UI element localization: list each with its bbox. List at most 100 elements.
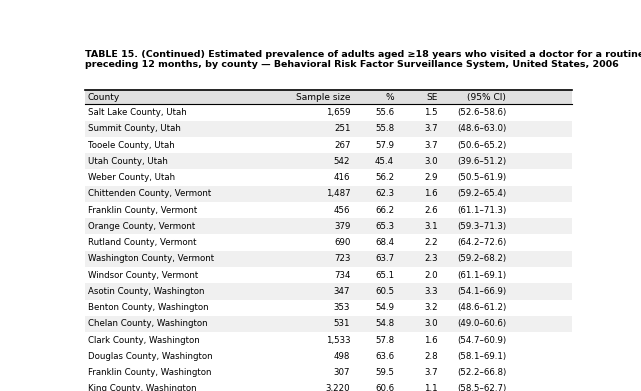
- FancyBboxPatch shape: [85, 381, 572, 391]
- Text: Rutland County, Vermont: Rutland County, Vermont: [88, 238, 196, 247]
- Text: (58.5–62.7): (58.5–62.7): [457, 384, 506, 391]
- Text: Franklin County, Vermont: Franklin County, Vermont: [88, 206, 197, 215]
- Text: 57.8: 57.8: [375, 335, 394, 344]
- Text: 54.9: 54.9: [375, 303, 394, 312]
- Text: 267: 267: [334, 141, 351, 150]
- Text: Utah County, Utah: Utah County, Utah: [88, 157, 167, 166]
- Text: SE: SE: [427, 93, 438, 102]
- Text: 3.2: 3.2: [424, 303, 438, 312]
- FancyBboxPatch shape: [85, 153, 572, 169]
- Text: (52.2–66.8): (52.2–66.8): [457, 368, 506, 377]
- Text: 3,220: 3,220: [326, 384, 351, 391]
- FancyBboxPatch shape: [85, 316, 572, 332]
- Text: 3.0: 3.0: [424, 157, 438, 166]
- Text: 531: 531: [334, 319, 351, 328]
- Text: Weber County, Utah: Weber County, Utah: [88, 173, 175, 182]
- Text: 2.6: 2.6: [424, 206, 438, 215]
- Text: Franklin County, Washington: Franklin County, Washington: [88, 368, 211, 377]
- Text: 456: 456: [334, 206, 351, 215]
- FancyBboxPatch shape: [85, 283, 572, 300]
- Text: (59.2–68.2): (59.2–68.2): [457, 255, 506, 264]
- Text: Douglas County, Washington: Douglas County, Washington: [88, 352, 212, 361]
- Text: Washington County, Vermont: Washington County, Vermont: [88, 255, 213, 264]
- Text: County: County: [88, 93, 120, 102]
- Text: 347: 347: [334, 287, 351, 296]
- FancyBboxPatch shape: [85, 90, 572, 104]
- Text: 2.2: 2.2: [424, 238, 438, 247]
- Text: (48.6–63.0): (48.6–63.0): [457, 124, 506, 133]
- Text: Chelan County, Washington: Chelan County, Washington: [88, 319, 207, 328]
- Text: 1.6: 1.6: [424, 189, 438, 198]
- FancyBboxPatch shape: [85, 332, 572, 348]
- Text: 60.6: 60.6: [375, 384, 394, 391]
- Text: 3.7: 3.7: [424, 368, 438, 377]
- Text: 65.3: 65.3: [375, 222, 394, 231]
- Text: Benton County, Washington: Benton County, Washington: [88, 303, 208, 312]
- Text: 54.8: 54.8: [375, 319, 394, 328]
- Text: 307: 307: [334, 368, 351, 377]
- Text: King County, Washington: King County, Washington: [88, 384, 196, 391]
- Text: (64.2–72.6): (64.2–72.6): [457, 238, 506, 247]
- FancyBboxPatch shape: [85, 202, 572, 218]
- Text: 498: 498: [334, 352, 351, 361]
- Text: (50.5–61.9): (50.5–61.9): [457, 173, 506, 182]
- FancyBboxPatch shape: [85, 348, 572, 364]
- Text: 1,487: 1,487: [326, 189, 351, 198]
- Text: (49.0–60.6): (49.0–60.6): [457, 319, 506, 328]
- Text: 690: 690: [334, 238, 351, 247]
- FancyBboxPatch shape: [85, 300, 572, 316]
- Text: 1.6: 1.6: [424, 335, 438, 344]
- Text: %: %: [385, 93, 394, 102]
- Text: 55.6: 55.6: [375, 108, 394, 117]
- Text: 3.0: 3.0: [424, 319, 438, 328]
- FancyBboxPatch shape: [85, 104, 572, 121]
- Text: (50.6–65.2): (50.6–65.2): [457, 141, 506, 150]
- Text: 60.5: 60.5: [375, 287, 394, 296]
- Text: Windsor County, Vermont: Windsor County, Vermont: [88, 271, 198, 280]
- FancyBboxPatch shape: [85, 364, 572, 381]
- Text: 3.3: 3.3: [424, 287, 438, 296]
- Text: TABLE 15. (Continued) Estimated prevalence of adults aged ≥18 years who visited : TABLE 15. (Continued) Estimated prevalen…: [85, 50, 641, 69]
- Text: 1.5: 1.5: [424, 108, 438, 117]
- Text: Tooele County, Utah: Tooele County, Utah: [88, 141, 174, 150]
- Text: (59.2–65.4): (59.2–65.4): [457, 189, 506, 198]
- Text: (58.1–69.1): (58.1–69.1): [457, 352, 506, 361]
- Text: 2.3: 2.3: [424, 255, 438, 264]
- Text: 59.5: 59.5: [375, 368, 394, 377]
- FancyBboxPatch shape: [85, 251, 572, 267]
- Text: 3.7: 3.7: [424, 124, 438, 133]
- Text: 251: 251: [334, 124, 351, 133]
- Text: 65.1: 65.1: [375, 271, 394, 280]
- Text: Clark County, Washington: Clark County, Washington: [88, 335, 199, 344]
- Text: 62.3: 62.3: [375, 189, 394, 198]
- Text: 45.4: 45.4: [375, 157, 394, 166]
- Text: 734: 734: [334, 271, 351, 280]
- Text: 57.9: 57.9: [375, 141, 394, 150]
- Text: (61.1–71.3): (61.1–71.3): [457, 206, 506, 215]
- Text: 66.2: 66.2: [375, 206, 394, 215]
- Text: 1,659: 1,659: [326, 108, 351, 117]
- Text: 353: 353: [334, 303, 351, 312]
- Text: (95% CI): (95% CI): [467, 93, 506, 102]
- Text: 2.9: 2.9: [424, 173, 438, 182]
- FancyBboxPatch shape: [85, 186, 572, 202]
- FancyBboxPatch shape: [85, 121, 572, 137]
- FancyBboxPatch shape: [85, 267, 572, 283]
- Text: 63.7: 63.7: [375, 255, 394, 264]
- Text: 542: 542: [334, 157, 351, 166]
- Text: (39.6–51.2): (39.6–51.2): [457, 157, 506, 166]
- Text: Orange County, Vermont: Orange County, Vermont: [88, 222, 195, 231]
- Text: (59.3–71.3): (59.3–71.3): [457, 222, 506, 231]
- Text: 2.8: 2.8: [424, 352, 438, 361]
- Text: 379: 379: [334, 222, 351, 231]
- Text: 3.1: 3.1: [424, 222, 438, 231]
- Text: Asotin County, Washington: Asotin County, Washington: [88, 287, 204, 296]
- Text: 3.7: 3.7: [424, 141, 438, 150]
- Text: (54.1–66.9): (54.1–66.9): [457, 287, 506, 296]
- Text: Chittenden County, Vermont: Chittenden County, Vermont: [88, 189, 211, 198]
- FancyBboxPatch shape: [85, 137, 572, 153]
- Text: 1,533: 1,533: [326, 335, 351, 344]
- Text: 1.1: 1.1: [424, 384, 438, 391]
- Text: 63.6: 63.6: [375, 352, 394, 361]
- Text: (48.6–61.2): (48.6–61.2): [457, 303, 506, 312]
